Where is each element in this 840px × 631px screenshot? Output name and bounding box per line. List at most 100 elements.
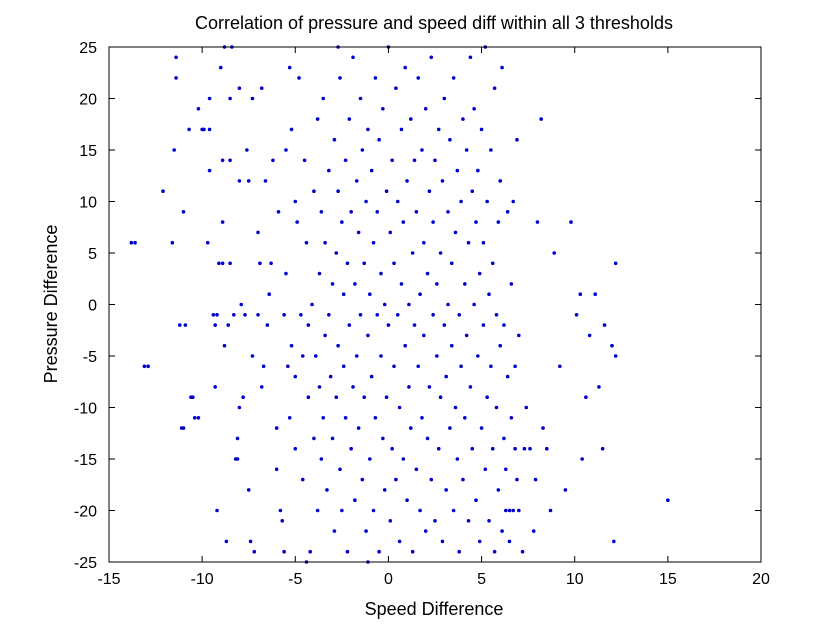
data-point bbox=[515, 137, 519, 142]
data-point bbox=[293, 374, 298, 379]
data-point bbox=[300, 354, 305, 358]
data-point bbox=[289, 343, 294, 348]
data-point bbox=[470, 446, 475, 451]
data-point bbox=[327, 168, 331, 173]
data-point bbox=[243, 313, 247, 317]
data-point bbox=[347, 117, 352, 121]
data-point bbox=[597, 385, 601, 389]
data-point bbox=[250, 96, 255, 101]
data-point bbox=[408, 117, 413, 121]
data-point bbox=[423, 107, 428, 111]
data-point bbox=[544, 446, 549, 451]
data-point bbox=[500, 529, 504, 533]
data-point bbox=[412, 323, 417, 327]
data-point bbox=[509, 416, 514, 420]
data-point bbox=[395, 313, 400, 317]
data-point bbox=[513, 364, 517, 369]
data-point bbox=[448, 426, 452, 430]
data-point bbox=[446, 210, 450, 214]
data-point bbox=[278, 508, 283, 513]
data-point bbox=[312, 436, 316, 441]
data-point bbox=[541, 426, 545, 430]
data-point bbox=[321, 416, 326, 420]
data-point bbox=[397, 405, 402, 410]
data-point bbox=[496, 488, 501, 492]
data-point bbox=[246, 179, 251, 183]
data-point bbox=[187, 127, 191, 132]
data-point bbox=[515, 477, 519, 482]
data-point bbox=[259, 385, 264, 389]
data-point bbox=[341, 364, 346, 369]
data-point bbox=[418, 508, 422, 513]
data-point bbox=[332, 137, 337, 142]
data-point bbox=[405, 179, 409, 183]
data-point bbox=[477, 539, 482, 544]
data-point bbox=[397, 539, 402, 544]
data-point bbox=[449, 343, 454, 348]
y-tick-label: -25 bbox=[74, 555, 97, 572]
data-point bbox=[217, 261, 221, 266]
data-point bbox=[472, 107, 476, 111]
y-tick-label: -15 bbox=[74, 452, 97, 469]
data-point bbox=[354, 354, 359, 358]
data-point bbox=[375, 313, 380, 317]
data-point bbox=[332, 529, 337, 533]
data-point bbox=[207, 168, 212, 173]
data-point bbox=[503, 508, 508, 513]
data-point bbox=[416, 364, 421, 369]
data-point bbox=[366, 127, 370, 132]
data-point bbox=[345, 261, 350, 266]
data-point bbox=[334, 251, 339, 255]
x-tick-label: 15 bbox=[659, 571, 677, 588]
data-point bbox=[220, 220, 225, 224]
y-tick-label: 15 bbox=[79, 143, 97, 160]
data-point bbox=[215, 508, 219, 513]
data-point bbox=[256, 313, 260, 317]
data-point bbox=[517, 333, 521, 338]
data-point bbox=[232, 313, 236, 317]
data-point bbox=[261, 364, 266, 369]
data-point bbox=[503, 467, 508, 472]
data-point bbox=[313, 354, 318, 358]
data-point bbox=[386, 323, 391, 327]
data-point bbox=[513, 446, 517, 451]
data-point bbox=[399, 127, 404, 132]
data-point bbox=[172, 148, 176, 152]
data-point bbox=[269, 261, 273, 266]
data-point bbox=[362, 261, 367, 266]
data-point bbox=[476, 168, 480, 173]
data-point bbox=[177, 323, 182, 327]
data-point bbox=[431, 313, 435, 317]
data-point bbox=[457, 313, 462, 317]
data-point bbox=[490, 261, 495, 266]
data-point bbox=[388, 230, 393, 235]
data-point bbox=[334, 395, 339, 400]
data-point bbox=[228, 158, 232, 163]
data-point bbox=[330, 436, 335, 441]
data-point bbox=[235, 457, 240, 461]
data-point bbox=[578, 292, 583, 297]
data-point bbox=[502, 323, 506, 327]
data-point bbox=[563, 488, 568, 492]
data-point bbox=[535, 220, 540, 224]
data-point bbox=[340, 508, 344, 513]
data-point bbox=[371, 508, 376, 513]
data-point bbox=[226, 323, 231, 327]
data-point bbox=[181, 426, 186, 430]
data-point bbox=[224, 539, 229, 544]
data-point bbox=[481, 323, 486, 327]
data-point bbox=[353, 282, 357, 286]
data-point bbox=[451, 76, 456, 80]
data-point bbox=[593, 292, 598, 297]
data-point bbox=[395, 199, 400, 204]
data-point bbox=[345, 549, 350, 554]
data-point bbox=[202, 127, 206, 132]
data-point bbox=[293, 446, 298, 451]
data-point bbox=[293, 199, 298, 204]
data-point bbox=[425, 436, 430, 441]
data-point bbox=[433, 519, 437, 523]
y-tick-label: 0 bbox=[88, 298, 97, 315]
data-point bbox=[323, 240, 327, 245]
data-point bbox=[520, 549, 525, 554]
data-point bbox=[321, 96, 326, 101]
